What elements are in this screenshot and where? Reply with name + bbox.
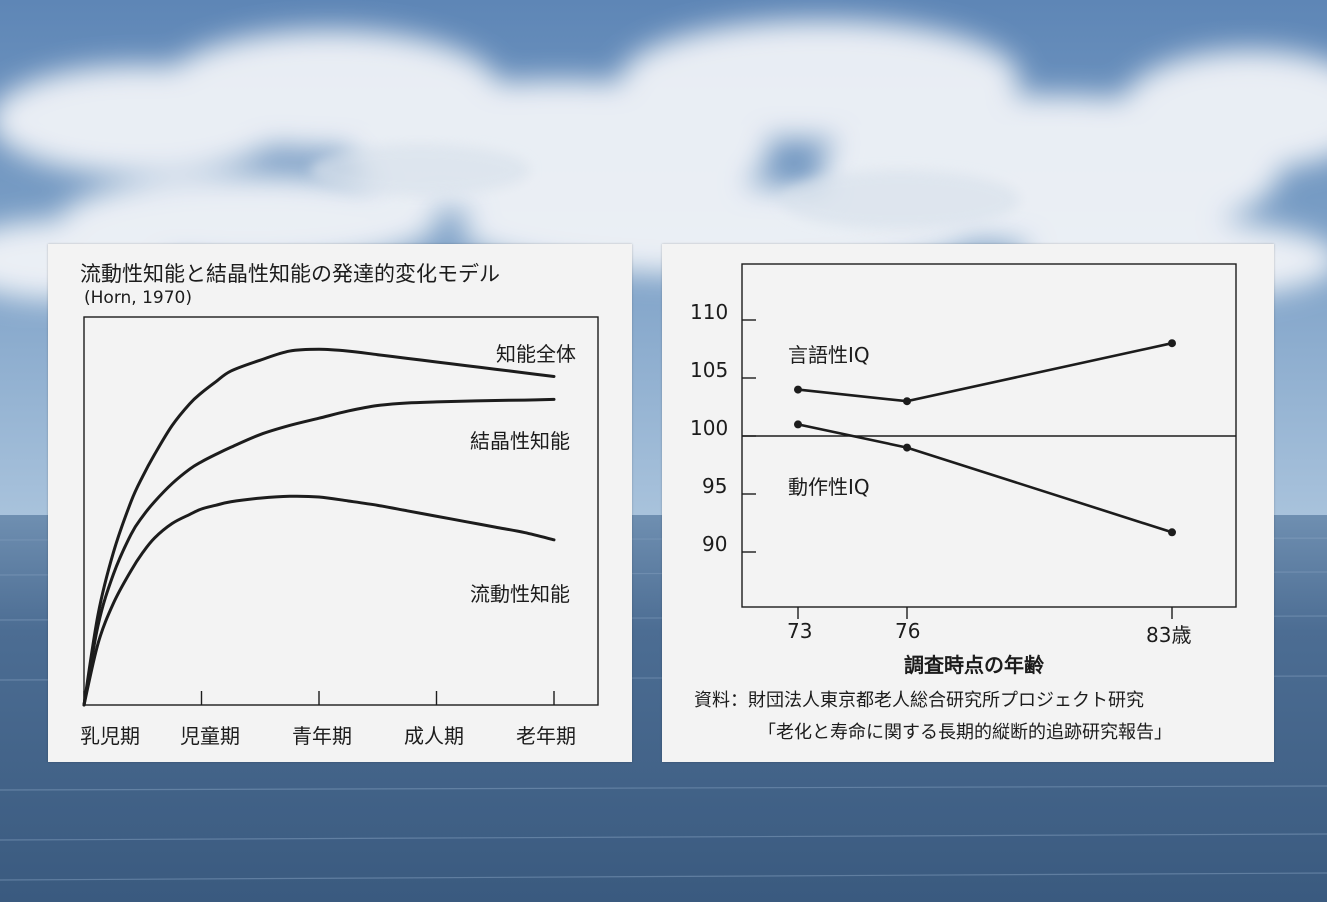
chart-title: 流動性知能と結晶性知能の発達的変化モデル	[80, 262, 500, 286]
longitudinal-iq-panel: 110 105 100 95 90 73 76 83歳 調査時点の年齢 言語性I…	[662, 244, 1274, 762]
curve-crystallized-intelligence	[82, 397, 556, 707]
curve-label-fluid: 流動性知能	[470, 582, 570, 606]
chart-subtitle: (Horn, 1970)	[84, 288, 192, 308]
verbal-iq-point	[903, 397, 911, 406]
development-model-chart	[82, 316, 599, 707]
series-label-performance: 動作性IQ	[788, 475, 870, 499]
x-tick-label: 児童期	[180, 724, 240, 748]
iq-line-chart	[741, 263, 1237, 619]
curve-overall-intelligence	[82, 347, 556, 707]
x-tick-label: 成人期	[404, 724, 464, 748]
x-tick-label: 73	[787, 619, 813, 643]
x-tick-label: 76	[895, 619, 921, 643]
x-tick-label: 青年期	[292, 724, 352, 748]
curve-label-overall: 知能全体	[496, 342, 576, 366]
x-axis-label: 調査時点の年齢	[904, 653, 1044, 677]
curve-fluid-intelligence	[82, 494, 556, 707]
y-tick-label: 110	[690, 300, 729, 324]
y-tick-label: 90	[702, 532, 728, 556]
curve-label-crystallized: 結晶性知能	[470, 429, 570, 453]
intelligence-development-model-panel: 流動性知能と結晶性知能の発達的変化モデル (Horn, 1970) 知能全体 結…	[48, 244, 632, 762]
y-tick-label: 105	[690, 358, 729, 382]
series-label-verbal: 言語性IQ	[788, 343, 870, 367]
plot-frame	[83, 316, 599, 706]
source-line-1: 資料：財団法人東京都老人総合研究所プロジェクト研究	[694, 690, 1144, 711]
x-tick-label: 老年期	[516, 724, 576, 748]
performance-iq-point	[1168, 528, 1176, 537]
y-tick-label: 95	[702, 474, 728, 498]
x-tick-label: 乳児期	[80, 724, 140, 748]
x-tick-label: 83歳	[1146, 623, 1192, 647]
performance-iq-point	[794, 420, 802, 429]
performance-iq-point	[903, 443, 911, 452]
verbal-iq-point	[1168, 339, 1176, 348]
y-tick-label: 100	[690, 416, 729, 440]
source-line-2: 「老化と寿命に関する長期的縦断的追跡研究報告」	[758, 722, 1172, 743]
verbal-iq-point	[794, 385, 802, 394]
